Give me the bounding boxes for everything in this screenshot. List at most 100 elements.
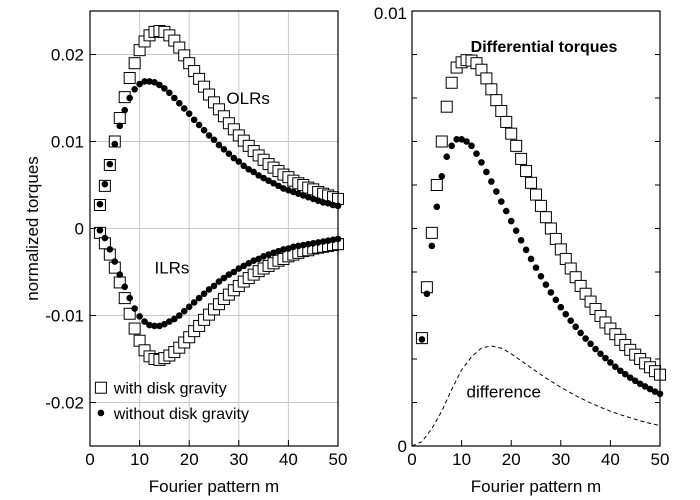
filled-circle-point [314,197,322,204]
filled-circle-point [587,340,594,348]
filled-circle-point [116,122,124,130]
filled-circle-point [275,247,282,255]
filled-circle-point [572,323,579,331]
filled-circle-point [582,335,589,342]
filled-circle-point [275,182,282,190]
left-y-tick-label: -0.02 [45,394,84,413]
left-x-tick-label: 40 [279,450,298,469]
left-x-tick-label: 50 [329,450,348,469]
filled-circle-point [458,136,465,143]
open-square-point [525,176,538,189]
filled-circle-point [612,363,619,371]
filled-circle-point [101,180,109,188]
filled-circle-point [295,242,302,250]
filled-circle-point [190,116,198,124]
filled-circle-point [220,274,228,282]
right-x-tick-label: 50 [651,450,670,469]
filled-circle-point [215,141,223,149]
filled-circle-point [299,241,307,249]
filled-circle-point [493,188,500,195]
difference-annotation: difference [467,383,541,402]
filled-circle-point [151,79,158,86]
filled-circle-point [136,313,143,320]
left-x-tick-label: 0 [85,450,94,469]
filled-circle-point [235,265,243,272]
filled-circle-point [319,199,327,206]
filled-circle-point [146,321,153,329]
filled-circle-point [463,138,470,145]
filled-circle-point [96,200,104,208]
filled-circle-point [225,150,233,157]
left-x-axis-label: Fourier pattern m [149,477,279,496]
filled-circle-point [314,239,322,246]
filled-circle-point [646,385,654,393]
open-square-point [520,165,533,178]
right-data-points [411,54,666,447]
filled-circle-point [641,383,649,390]
filled-circle-point [602,354,609,362]
filled-circle-point [309,239,317,247]
filled-circle-point [136,80,143,88]
filled-circle-point [161,85,168,92]
right-plot-frame [411,10,661,447]
filled-circle-point [200,126,208,134]
filled-circle-point [527,255,535,263]
filled-circle-point [597,350,604,358]
filled-circle-point [180,105,188,112]
filled-circle-point [225,271,233,278]
legend-open-square-marker [94,381,107,394]
filled-circle-point [324,237,332,244]
open-square-point [549,232,562,245]
left-y-tick-label: 0.01 [51,133,84,152]
filled-circle-point [106,246,114,253]
filled-circle-point [205,286,213,293]
filled-circle-point [240,262,248,270]
filled-circle-point [636,380,644,388]
left-y-tick-label: 0 [75,220,84,239]
filled-circle-point [151,322,158,330]
filled-circle-point [304,240,312,248]
right-x-tick-label: 40 [601,450,620,469]
left-y-tick-label: -0.01 [45,307,84,326]
filled-circle-point [215,278,223,285]
filled-circle-point [537,273,545,280]
filled-circle-point [260,174,267,182]
filled-circle-point [557,303,565,311]
filled-circle-point [270,179,277,187]
filled-circle-point [141,318,148,325]
filled-circle-point [250,168,257,176]
filled-circle-point [547,289,555,296]
filled-circle-point [96,226,104,234]
filled-circle-point [478,159,485,166]
left-x-tick-label: 30 [229,450,248,469]
left-axis-ticks: 0 10 20 30 40 50 -0.02 -0.01 0 0.01 0.02 [45,46,347,470]
open-square-point [495,105,508,118]
filled-circle-point [250,257,257,264]
open-square-point [435,135,448,148]
filled-circle-point [428,242,436,250]
filled-circle-point [418,336,426,343]
open-square-point [440,100,453,113]
open-square-point [500,115,513,128]
filled-circle-point [185,110,193,117]
filled-circle-point [235,158,243,165]
filled-circle-point [121,283,129,291]
legend-filled-circle-marker [97,409,105,417]
filled-circle-point [141,78,148,85]
filled-circle-point [324,199,332,207]
filled-circle-point [285,245,292,252]
filled-circle-point [111,258,119,265]
right-axis-ticks: 0 10 20 30 40 50 0 0.01 [374,4,670,469]
filled-circle-point [126,94,133,102]
filled-circle-point [468,142,475,150]
filled-circle-point [304,193,312,201]
filled-circle-point [126,294,133,302]
filled-circle-point [131,305,138,312]
open-square-point [485,83,498,96]
filled-circle-point [166,89,173,97]
filled-circle-point [210,136,218,144]
open-square-point [510,139,523,152]
filled-circle-point [210,282,218,290]
filled-circle-point [166,318,173,325]
